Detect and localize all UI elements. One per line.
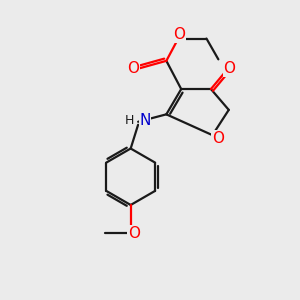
Text: O: O [173,28,185,43]
Text: O: O [224,61,236,76]
Text: O: O [127,61,139,76]
Text: N: N [140,113,151,128]
Text: O: O [128,226,140,241]
Text: H: H [125,114,134,127]
Text: O: O [212,131,224,146]
